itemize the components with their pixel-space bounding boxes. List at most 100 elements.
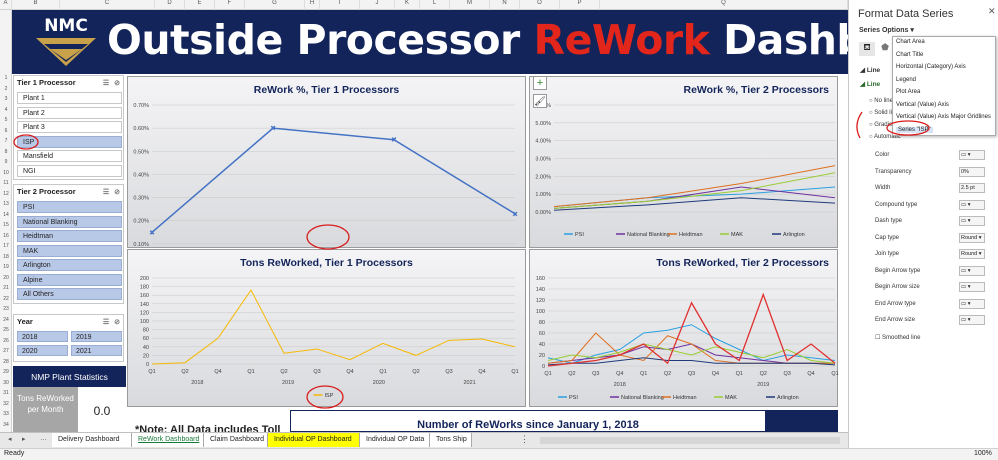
property-control[interactable]: ▭ ▾	[959, 216, 985, 226]
line-option-radio[interactable]: ○ Automatic	[869, 134, 979, 140]
column-header[interactable]: C	[60, 0, 155, 10]
slicer-item[interactable]: 2018	[17, 331, 68, 342]
multiselect-icon[interactable]: ☰	[102, 79, 110, 87]
sheet-tab[interactable]: Claim Dashboard	[204, 433, 268, 447]
chart-tons-tier1[interactable]: Tons ReWorked, Tier 1 Processors 0 20 40 60 8…	[127, 249, 526, 407]
chart-elements-button[interactable]: +	[533, 76, 547, 90]
property-control[interactable]: ▭ ▾	[959, 150, 985, 160]
property-control[interactable]: 2.5 pt	[959, 183, 985, 193]
clear-filter-icon[interactable]: ⊘	[114, 188, 120, 196]
row-header[interactable]: 26	[3, 337, 9, 344]
column-header[interactable]: G	[245, 0, 305, 10]
slicer-item[interactable]: 2019	[71, 331, 122, 342]
column-header[interactable]: P	[560, 0, 600, 10]
clear-filter-icon[interactable]: ⊘	[114, 318, 120, 326]
row-header[interactable]: 14	[3, 211, 9, 218]
row-header[interactable]: 12	[3, 190, 9, 197]
row-header[interactable]: 32	[3, 400, 9, 407]
radio-icon[interactable]: ○	[869, 134, 874, 140]
row-header[interactable]: 31	[3, 390, 9, 396]
slicer-item[interactable]: PSI	[17, 201, 122, 213]
slicer-item[interactable]: NGI	[17, 164, 122, 177]
dropdown-item[interactable]: Horizontal (Category) Axis	[896, 64, 966, 70]
effects-icon[interactable]: ⬟	[881, 42, 889, 52]
column-header[interactable]: E	[185, 0, 215, 10]
row-header[interactable]: 22	[3, 295, 9, 302]
column-header[interactable]: J	[360, 0, 395, 10]
column-header[interactable]: Q	[600, 0, 848, 10]
row-header[interactable]: 8	[4, 148, 8, 155]
slicer-item[interactable]: Mansfield	[17, 150, 122, 162]
sheet-tab[interactable]: ReWork Dashboard	[132, 433, 204, 447]
row-header[interactable]: 21	[3, 285, 9, 291]
slicer-item[interactable]: Heidtman	[17, 230, 122, 242]
dropdown-item[interactable]: Chart Area	[896, 39, 925, 45]
column-header[interactable]: D	[155, 0, 185, 10]
row-header[interactable]: 1	[4, 75, 8, 81]
multiselect-icon[interactable]: ☰	[102, 318, 110, 326]
line-subsection-header[interactable]: ◢ Line	[860, 81, 881, 88]
slicer-item[interactable]: Plant 3	[17, 121, 122, 133]
dropdown-item[interactable]: Chart Title	[896, 51, 924, 58]
row-header[interactable]: 23	[3, 306, 9, 312]
column-header[interactable]: K	[395, 0, 420, 10]
dropdown-item[interactable]: Series "ISP"	[896, 126, 933, 133]
property-control[interactable]: ▭ ▾	[959, 298, 985, 309]
row-header[interactable]: 34	[3, 421, 9, 428]
radio-icon[interactable]: ○	[869, 98, 875, 104]
slicer-item[interactable]: MAK	[17, 244, 122, 257]
slicer-item[interactable]: Plant 1	[17, 92, 122, 104]
column-header[interactable]: M	[450, 0, 490, 10]
chart-rework-tier2[interactable]: ReWork %, Tier 2 Processors 0.00% 1.00% 2.0…	[529, 76, 838, 248]
radio-icon[interactable]: ○	[869, 122, 875, 128]
chart-rework-tier1[interactable]: ReWork %, Tier 1 Processors0.00%0.10%0.2…	[127, 76, 526, 248]
column-header[interactable]: O	[520, 0, 560, 10]
dropdown-item[interactable]: Legend	[896, 76, 917, 83]
column-header[interactable]: H	[305, 0, 320, 10]
dropdown-item[interactable]: Vertical (Value) Axis	[896, 101, 949, 108]
row-header[interactable]: 7	[4, 138, 8, 144]
column-header[interactable]: N	[490, 0, 520, 10]
dropdown-item[interactable]: Plot Area	[896, 89, 921, 95]
sheet-tab[interactable]: Delivery Dashboard	[52, 433, 132, 447]
row-header[interactable]: 2	[4, 85, 8, 92]
line-option-radio[interactable]: ○ No line	[869, 98, 979, 104]
column-header[interactable]: B	[12, 0, 60, 10]
row-header[interactable]: 20	[3, 274, 9, 281]
row-header[interactable]: 30	[3, 379, 9, 386]
sheet-tab[interactable]: Tons Ship	[430, 433, 472, 447]
property-control[interactable]: ▭ ▾	[959, 199, 985, 210]
row-header[interactable]: 16	[3, 232, 9, 239]
row-header[interactable]: 29	[3, 369, 9, 375]
column-header[interactable]: I	[320, 0, 360, 10]
column-header[interactable]: L	[420, 0, 450, 10]
chart-styles-button[interactable]: 🖌	[533, 94, 547, 108]
clear-filter-icon[interactable]: ⊘	[114, 79, 120, 87]
tab-next-icon[interactable]: ▸	[22, 436, 26, 443]
horizontal-scrollbar[interactable]	[540, 437, 840, 444]
row-header[interactable]: 15	[3, 222, 9, 228]
row-header[interactable]: 25	[3, 327, 9, 333]
row-header[interactable]: 28	[3, 358, 9, 365]
row-header[interactable]: 3	[4, 96, 8, 102]
dropdown-item[interactable]: Vertical (Value) Axis Major Gridlines	[896, 114, 991, 120]
sheet-tab[interactable]: Individual OP Data	[360, 433, 430, 447]
row-header[interactable]: 18	[3, 253, 9, 260]
property-control[interactable]: Round ▾	[959, 232, 985, 243]
row-header[interactable]: 19	[3, 264, 9, 270]
slicer-item[interactable]: Plant 2	[17, 106, 122, 119]
multiselect-icon[interactable]: ☰	[102, 188, 110, 196]
tab-prev-icon[interactable]: ◂	[8, 436, 12, 443]
slicer-item[interactable]: Alpine	[17, 273, 122, 286]
row-header[interactable]: 24	[3, 316, 9, 323]
slicer-item[interactable]: Arlington	[17, 259, 122, 271]
tab-scroll-icon[interactable]: ⋮	[520, 434, 529, 444]
close-icon[interactable]: ✕	[988, 6, 996, 16]
zoom-level[interactable]: 100%	[974, 450, 992, 457]
radio-icon[interactable]: ○	[869, 110, 875, 116]
row-header[interactable]: 11	[3, 180, 9, 186]
chart-tons-tier2[interactable]: Tons ReWorked, Tier 2 Processors 0 20 40 60 8…	[529, 249, 839, 407]
line-option-radio[interactable]: ○ Solid line	[869, 110, 979, 116]
row-header[interactable]: 9	[4, 159, 8, 165]
line-section-header[interactable]: ◢ Line	[860, 67, 881, 74]
